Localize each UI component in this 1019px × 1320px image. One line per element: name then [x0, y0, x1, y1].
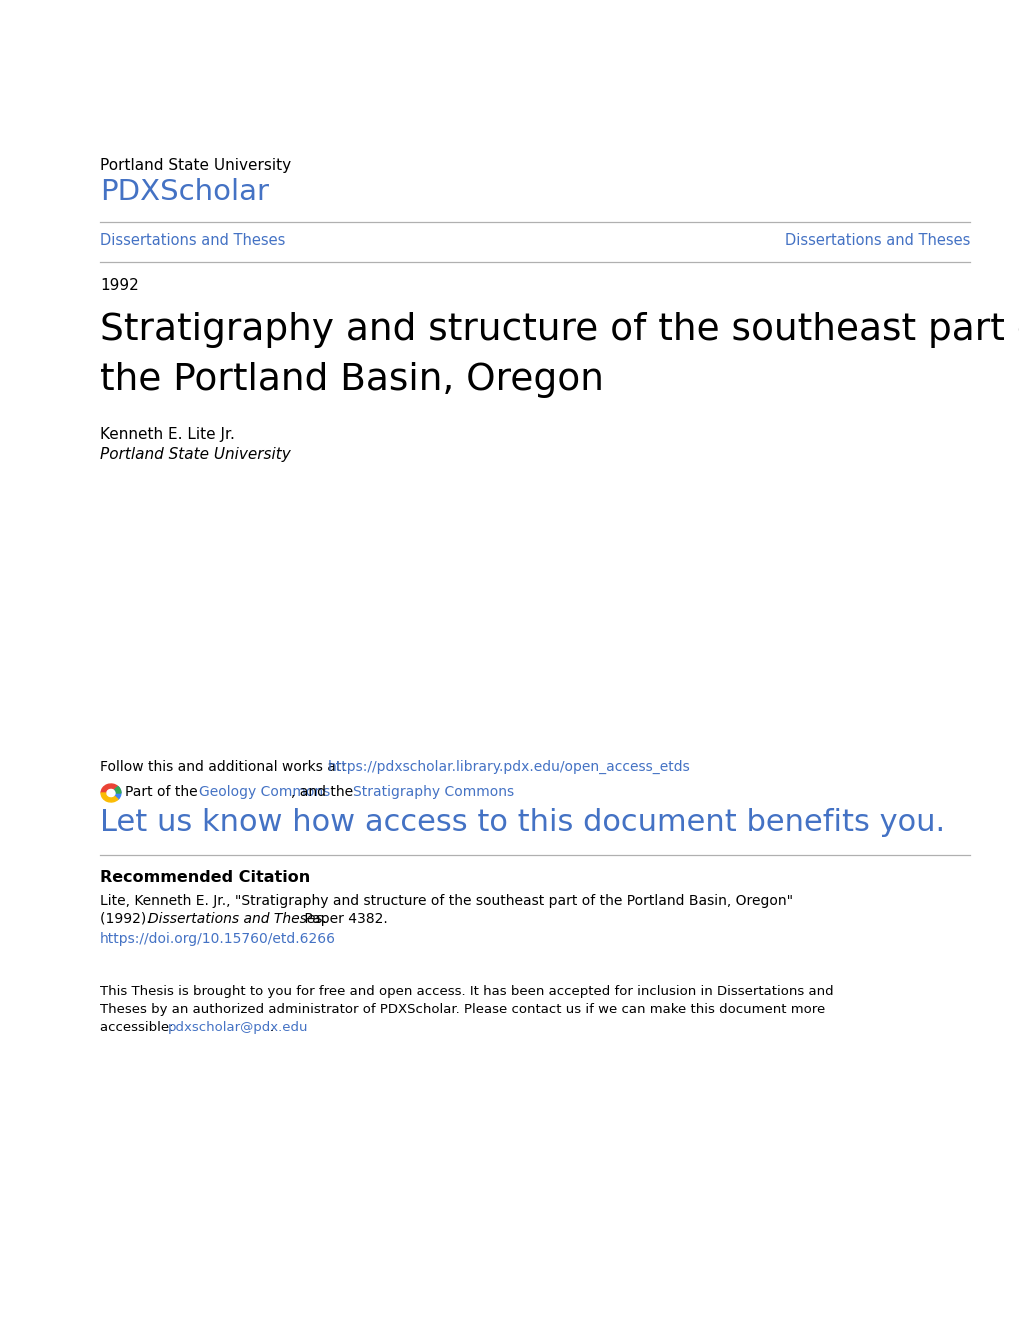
Text: Dissertations and Theses.: Dissertations and Theses.	[148, 912, 327, 927]
Wedge shape	[115, 787, 121, 793]
Text: Portland State University: Portland State University	[100, 447, 290, 462]
Text: the Portland Basin, Oregon: the Portland Basin, Oregon	[100, 362, 603, 399]
Wedge shape	[101, 784, 118, 793]
Text: Recommended Citation: Recommended Citation	[100, 870, 310, 884]
Wedge shape	[115, 787, 121, 800]
Text: Portland State University: Portland State University	[100, 158, 290, 173]
Text: pdxscholar@pdx.edu: pdxscholar@pdx.edu	[168, 1020, 308, 1034]
Wedge shape	[101, 793, 118, 803]
Text: Stratigraphy and structure of the southeast part of: Stratigraphy and structure of the southe…	[100, 312, 1019, 348]
Text: Part of the: Part of the	[125, 785, 202, 799]
Text: Geology Commons: Geology Commons	[199, 785, 330, 799]
Text: Dissertations and Theses: Dissertations and Theses	[100, 234, 285, 248]
Text: https://pdxscholar.library.pdx.edu/open_access_etds: https://pdxscholar.library.pdx.edu/open_…	[327, 760, 690, 774]
Text: https://doi.org/10.15760/etd.6266: https://doi.org/10.15760/etd.6266	[100, 932, 335, 946]
Text: (1992).: (1992).	[100, 912, 155, 927]
Text: accessible:: accessible:	[100, 1020, 177, 1034]
Text: Follow this and additional works at:: Follow this and additional works at:	[100, 760, 351, 774]
Text: Dissertations and Theses: Dissertations and Theses	[784, 234, 969, 248]
Text: PDXScholar: PDXScholar	[100, 178, 269, 206]
Text: Theses by an authorized administrator of PDXScholar. Please contact us if we can: Theses by an authorized administrator of…	[100, 1003, 824, 1016]
Text: .: .	[269, 1020, 273, 1034]
Text: Lite, Kenneth E. Jr., "Stratigraphy and structure of the southeast part of the P: Lite, Kenneth E. Jr., "Stratigraphy and …	[100, 894, 793, 908]
Text: Paper 4382.: Paper 4382.	[300, 912, 387, 927]
Text: Let us know how access to this document benefits you.: Let us know how access to this document …	[100, 808, 945, 837]
Text: This Thesis is brought to you for free and open access. It has been accepted for: This Thesis is brought to you for free a…	[100, 985, 833, 998]
Text: 1992: 1992	[100, 279, 139, 293]
Text: , and the: , and the	[290, 785, 358, 799]
Text: Stratigraphy Commons: Stratigraphy Commons	[353, 785, 514, 799]
Text: Kenneth E. Lite Jr.: Kenneth E. Lite Jr.	[100, 426, 234, 442]
